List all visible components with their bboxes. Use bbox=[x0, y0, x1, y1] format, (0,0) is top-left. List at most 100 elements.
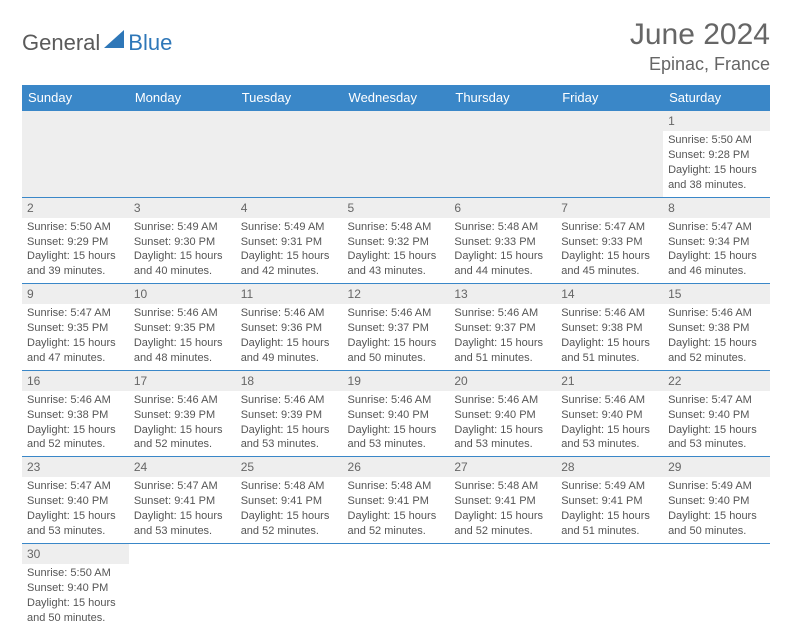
sunset-text: Sunset: 9:40 PM bbox=[668, 494, 765, 509]
sunset-text: Sunset: 9:40 PM bbox=[27, 581, 124, 596]
sunset-text: Sunset: 9:41 PM bbox=[134, 494, 231, 509]
day-number: 1 bbox=[663, 111, 770, 131]
sunrise-text: Sunrise: 5:46 AM bbox=[668, 306, 765, 321]
sunrise-text: Sunrise: 5:46 AM bbox=[241, 306, 338, 321]
daylight-text: and 53 minutes. bbox=[561, 437, 658, 452]
daylight-text: Daylight: 15 hours bbox=[348, 249, 445, 264]
sunrise-text: Sunrise: 5:46 AM bbox=[134, 306, 231, 321]
daylight-text: and 46 minutes. bbox=[668, 264, 765, 279]
day-number: 4 bbox=[236, 198, 343, 218]
day-number: 2 bbox=[22, 198, 129, 218]
daylight-text: and 52 minutes. bbox=[348, 524, 445, 539]
daylight-text: and 53 minutes. bbox=[134, 524, 231, 539]
calendar-day-cell: 12Sunrise: 5:46 AMSunset: 9:37 PMDayligh… bbox=[343, 284, 450, 371]
sunrise-text: Sunrise: 5:47 AM bbox=[561, 220, 658, 235]
calendar-day-cell: 5Sunrise: 5:48 AMSunset: 9:32 PMDaylight… bbox=[343, 197, 450, 284]
sunrise-text: Sunrise: 5:48 AM bbox=[454, 220, 551, 235]
daylight-text: Daylight: 15 hours bbox=[561, 249, 658, 264]
page-title: June 2024 bbox=[630, 18, 770, 52]
calendar-day-cell: 21Sunrise: 5:46 AMSunset: 9:40 PMDayligh… bbox=[556, 370, 663, 457]
sunrise-text: Sunrise: 5:49 AM bbox=[134, 220, 231, 235]
sunrise-text: Sunrise: 5:46 AM bbox=[134, 393, 231, 408]
calendar-day-cell: 16Sunrise: 5:46 AMSunset: 9:38 PMDayligh… bbox=[22, 370, 129, 457]
daylight-text: and 48 minutes. bbox=[134, 351, 231, 366]
calendar-day-cell: 30Sunrise: 5:50 AMSunset: 9:40 PMDayligh… bbox=[22, 543, 129, 629]
calendar-week-row: 2Sunrise: 5:50 AMSunset: 9:29 PMDaylight… bbox=[22, 197, 770, 284]
calendar-day-cell: 23Sunrise: 5:47 AMSunset: 9:40 PMDayligh… bbox=[22, 457, 129, 544]
daylight-text: and 52 minutes. bbox=[27, 437, 124, 452]
day-number: 14 bbox=[556, 284, 663, 304]
calendar-day-cell: 13Sunrise: 5:46 AMSunset: 9:37 PMDayligh… bbox=[449, 284, 556, 371]
day-number: 20 bbox=[449, 371, 556, 391]
calendar-day-cell bbox=[556, 111, 663, 198]
calendar-day-cell bbox=[449, 111, 556, 198]
calendar-week-row: 1Sunrise: 5:50 AMSunset: 9:28 PMDaylight… bbox=[22, 111, 770, 198]
sunset-text: Sunset: 9:40 PM bbox=[454, 408, 551, 423]
daylight-text: and 51 minutes. bbox=[561, 351, 658, 366]
daylight-text: Daylight: 15 hours bbox=[241, 249, 338, 264]
sunset-text: Sunset: 9:40 PM bbox=[668, 408, 765, 423]
daylight-text: and 51 minutes. bbox=[454, 351, 551, 366]
sunrise-text: Sunrise: 5:50 AM bbox=[27, 566, 124, 581]
daylight-text: and 53 minutes. bbox=[241, 437, 338, 452]
title-block: June 2024 Epinac, France bbox=[630, 18, 770, 75]
daylight-text: Daylight: 15 hours bbox=[561, 336, 658, 351]
daylight-text: Daylight: 15 hours bbox=[241, 423, 338, 438]
day-number: 12 bbox=[343, 284, 450, 304]
daylight-text: and 38 minutes. bbox=[668, 178, 765, 193]
daylight-text: Daylight: 15 hours bbox=[241, 509, 338, 524]
day-number: 17 bbox=[129, 371, 236, 391]
sunrise-text: Sunrise: 5:46 AM bbox=[241, 393, 338, 408]
sunrise-text: Sunrise: 5:49 AM bbox=[241, 220, 338, 235]
daylight-text: Daylight: 15 hours bbox=[668, 249, 765, 264]
sunrise-text: Sunrise: 5:47 AM bbox=[134, 479, 231, 494]
day-number: 7 bbox=[556, 198, 663, 218]
calendar-day-cell bbox=[236, 111, 343, 198]
day-number: 28 bbox=[556, 457, 663, 477]
day-number: 9 bbox=[22, 284, 129, 304]
daylight-text: Daylight: 15 hours bbox=[348, 336, 445, 351]
calendar-day-cell: 17Sunrise: 5:46 AMSunset: 9:39 PMDayligh… bbox=[129, 370, 236, 457]
daylight-text: Daylight: 15 hours bbox=[668, 163, 765, 178]
calendar-table: Sunday Monday Tuesday Wednesday Thursday… bbox=[22, 85, 770, 629]
sunset-text: Sunset: 9:31 PM bbox=[241, 235, 338, 250]
day-number: 27 bbox=[449, 457, 556, 477]
daylight-text: and 50 minutes. bbox=[668, 524, 765, 539]
sunset-text: Sunset: 9:40 PM bbox=[27, 494, 124, 509]
sunset-text: Sunset: 9:36 PM bbox=[241, 321, 338, 336]
day-number: 21 bbox=[556, 371, 663, 391]
weekday-header-row: Sunday Monday Tuesday Wednesday Thursday… bbox=[22, 85, 770, 111]
sunrise-text: Sunrise: 5:48 AM bbox=[241, 479, 338, 494]
daylight-text: Daylight: 15 hours bbox=[27, 509, 124, 524]
day-number: 25 bbox=[236, 457, 343, 477]
sunrise-text: Sunrise: 5:48 AM bbox=[348, 220, 445, 235]
sunrise-text: Sunrise: 5:46 AM bbox=[561, 306, 658, 321]
weekday-header: Tuesday bbox=[236, 85, 343, 111]
calendar-day-cell: 19Sunrise: 5:46 AMSunset: 9:40 PMDayligh… bbox=[343, 370, 450, 457]
daylight-text: and 43 minutes. bbox=[348, 264, 445, 279]
day-number: 22 bbox=[663, 371, 770, 391]
calendar-day-cell bbox=[236, 543, 343, 629]
calendar-day-cell: 24Sunrise: 5:47 AMSunset: 9:41 PMDayligh… bbox=[129, 457, 236, 544]
sunrise-text: Sunrise: 5:46 AM bbox=[348, 393, 445, 408]
daylight-text: and 52 minutes. bbox=[454, 524, 551, 539]
day-number: 26 bbox=[343, 457, 450, 477]
sunset-text: Sunset: 9:38 PM bbox=[27, 408, 124, 423]
daylight-text: Daylight: 15 hours bbox=[134, 249, 231, 264]
calendar-day-cell: 15Sunrise: 5:46 AMSunset: 9:38 PMDayligh… bbox=[663, 284, 770, 371]
sunset-text: Sunset: 9:41 PM bbox=[454, 494, 551, 509]
sunrise-text: Sunrise: 5:47 AM bbox=[27, 306, 124, 321]
sunrise-text: Sunrise: 5:47 AM bbox=[668, 220, 765, 235]
day-number: 15 bbox=[663, 284, 770, 304]
sunrise-text: Sunrise: 5:47 AM bbox=[668, 393, 765, 408]
sunset-text: Sunset: 9:29 PM bbox=[27, 235, 124, 250]
daylight-text: and 42 minutes. bbox=[241, 264, 338, 279]
daylight-text: and 53 minutes. bbox=[668, 437, 765, 452]
calendar-day-cell bbox=[22, 111, 129, 198]
calendar-week-row: 23Sunrise: 5:47 AMSunset: 9:40 PMDayligh… bbox=[22, 457, 770, 544]
daylight-text: Daylight: 15 hours bbox=[241, 336, 338, 351]
calendar-day-cell bbox=[449, 543, 556, 629]
calendar-day-cell: 27Sunrise: 5:48 AMSunset: 9:41 PMDayligh… bbox=[449, 457, 556, 544]
sunrise-text: Sunrise: 5:46 AM bbox=[454, 393, 551, 408]
calendar-day-cell bbox=[343, 543, 450, 629]
